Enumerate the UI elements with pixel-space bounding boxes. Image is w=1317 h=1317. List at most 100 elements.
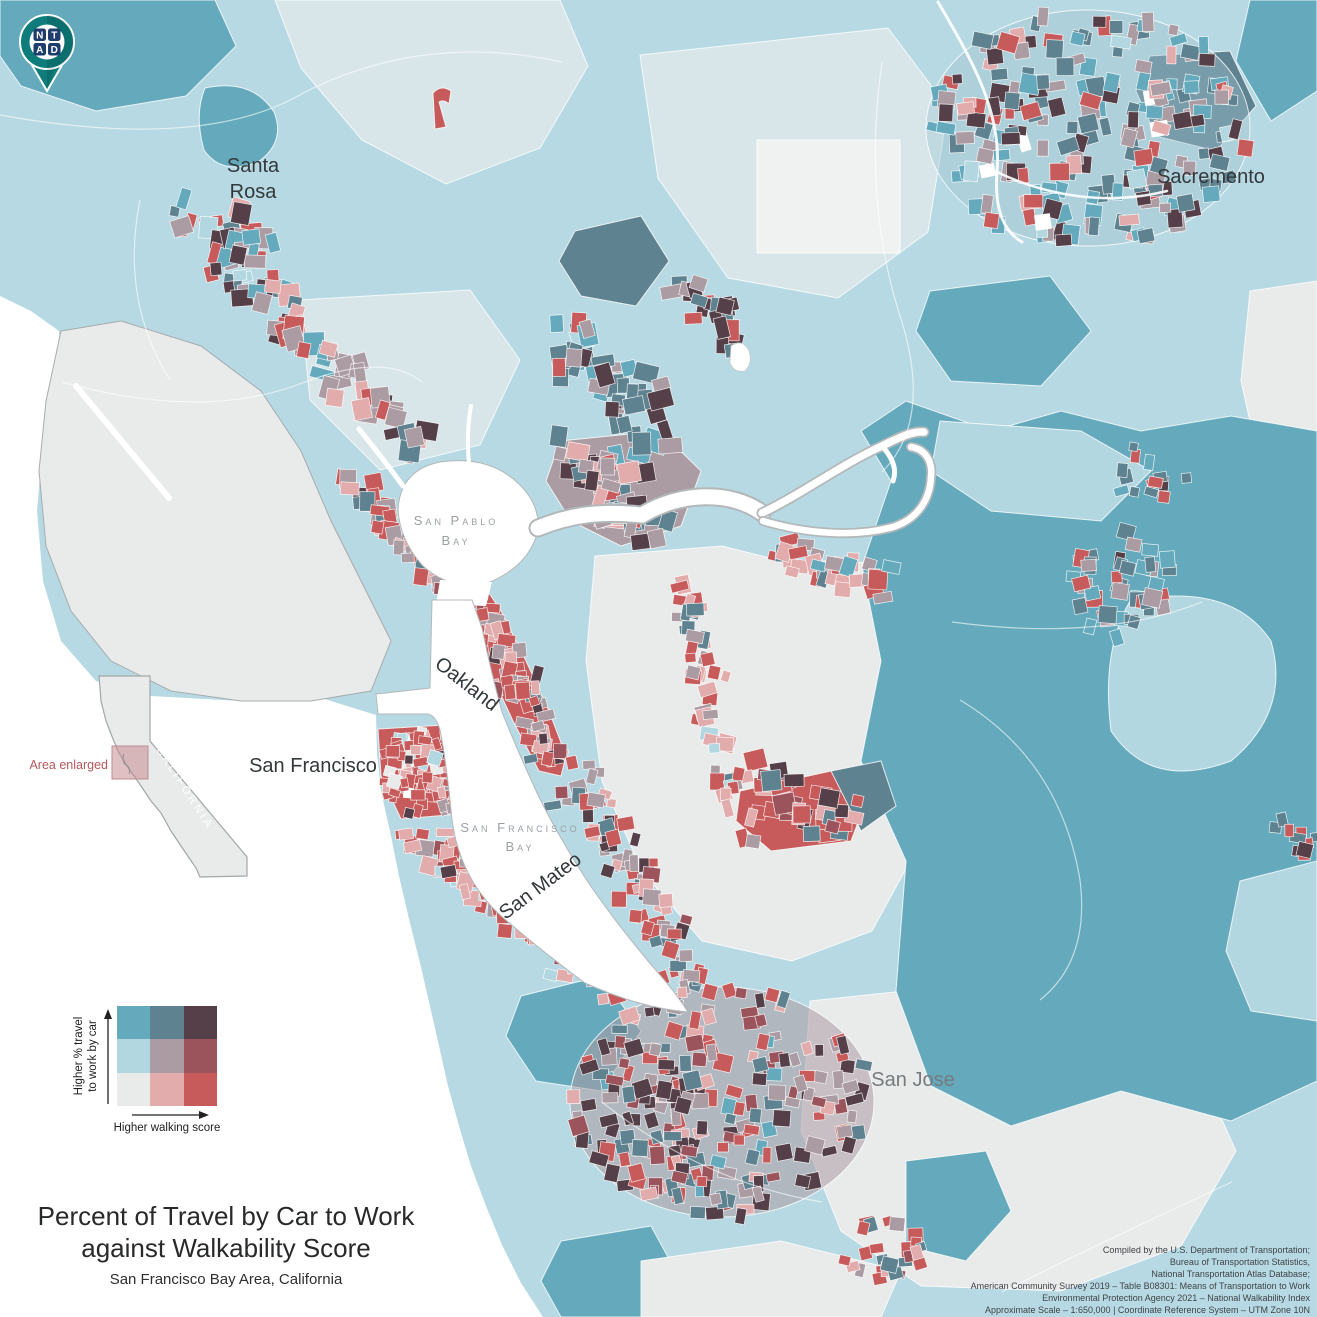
census-tract — [648, 934, 664, 949]
census-tract — [410, 789, 426, 801]
census-tract — [496, 923, 513, 939]
census-tract — [614, 1035, 626, 1049]
census-tract — [990, 67, 1009, 81]
census-tract — [935, 120, 957, 136]
region-field — [905, 1150, 1012, 1262]
boundary-lines — [0, 51, 1233, 1293]
census-tract — [683, 311, 703, 325]
census-tract — [251, 291, 273, 315]
census-tract — [1149, 155, 1169, 176]
census-tract — [458, 883, 471, 901]
census-tract — [241, 228, 262, 246]
census-tract — [1088, 216, 1100, 237]
census-tract — [985, 47, 1005, 66]
attribution-line: Compiled by the U.S. Department of Trans… — [1102, 1245, 1310, 1255]
census-tract — [554, 785, 569, 800]
census-tract — [744, 833, 762, 850]
tile-t — [48, 28, 61, 41]
census-tract — [1036, 6, 1050, 27]
census-tract — [586, 791, 606, 809]
attribution-line: Environmental Protection Agency 2021 – N… — [1042, 1293, 1310, 1303]
census-tract — [788, 1051, 802, 1068]
census-tract — [1120, 127, 1138, 149]
tile-a — [33, 43, 46, 56]
census-tract — [435, 827, 455, 837]
census-tract — [588, 1150, 610, 1168]
census-tract — [1175, 193, 1196, 213]
census-tract — [836, 1124, 854, 1139]
region-field — [1225, 860, 1317, 1022]
census-tract — [621, 1085, 636, 1104]
census-tract — [496, 633, 517, 648]
map-title-line2: against Walkability Score — [81, 1233, 371, 1263]
census-tract — [764, 986, 781, 1004]
census-tract — [888, 1216, 906, 1233]
census-tract — [593, 361, 616, 389]
census-tract — [410, 744, 422, 756]
census-tract — [1284, 823, 1295, 838]
region-field — [558, 215, 670, 307]
census-tract — [648, 1042, 663, 1057]
census-tract — [657, 1059, 675, 1071]
census-tract — [604, 1073, 625, 1087]
sacramento-river — [936, 0, 1024, 244]
ntad-logo: N T A D — [19, 14, 75, 93]
label-san-pablo-bay-line2: Bay — [441, 533, 470, 548]
legend-cell — [117, 1072, 151, 1106]
census-tract — [600, 477, 622, 494]
census-tract — [643, 1111, 660, 1130]
delta-channel-north — [758, 428, 928, 517]
census-tract — [744, 807, 759, 828]
legend-y-arrow — [104, 1009, 112, 1104]
census-tract — [439, 864, 458, 880]
census-tract — [879, 1255, 900, 1274]
census-tract — [1111, 182, 1124, 201]
census-tract — [400, 552, 415, 564]
census-tract — [619, 1128, 636, 1146]
census-tract — [1126, 168, 1148, 190]
census-tract — [643, 1006, 655, 1018]
attribution-line: Bureau of Transportation Statistics, — [1169, 1257, 1310, 1267]
census-tract — [696, 1120, 709, 1136]
water-bodies — [38, 0, 1169, 1013]
label-san-jose: San Jose — [871, 1069, 954, 1091]
census-tract — [1295, 840, 1315, 860]
census-tract — [1134, 59, 1153, 75]
legend-cell — [183, 1006, 217, 1040]
census-tract — [168, 205, 181, 218]
census-tract — [623, 1037, 645, 1059]
census-tract — [813, 1111, 826, 1121]
legend-x-label: Higher walking score — [113, 1122, 221, 1134]
census-tract — [1036, 139, 1049, 157]
census-tract — [1209, 153, 1231, 172]
census-tract — [696, 680, 718, 699]
census-tract — [264, 231, 282, 254]
boundary-line — [874, 61, 914, 473]
census-tract — [402, 839, 423, 855]
census-tract — [794, 1173, 812, 1189]
census-tract — [776, 989, 791, 1009]
census-tract — [709, 772, 725, 791]
census-tract — [601, 1092, 619, 1104]
census-tract — [978, 162, 997, 179]
census-tract — [670, 1170, 689, 1185]
census-tract — [596, 1037, 612, 1057]
census-tract — [1019, 101, 1043, 122]
census-tract — [742, 747, 769, 773]
census-tract — [706, 664, 722, 681]
census-tract — [415, 827, 430, 841]
census-tract — [1141, 11, 1155, 32]
census-tract — [1004, 107, 1015, 120]
census-tract — [229, 201, 253, 226]
census-tract — [1158, 550, 1176, 569]
census-tract — [1135, 190, 1152, 207]
census-tract — [688, 274, 709, 293]
census-tract — [680, 1144, 699, 1158]
label-san-francisco: San Francisco — [249, 755, 377, 777]
census-tract — [1036, 74, 1050, 90]
census-tract — [709, 1192, 723, 1206]
census-tract — [834, 804, 849, 819]
census-tract — [1183, 80, 1200, 94]
census-tract — [604, 828, 623, 848]
census-tract — [1144, 556, 1157, 573]
